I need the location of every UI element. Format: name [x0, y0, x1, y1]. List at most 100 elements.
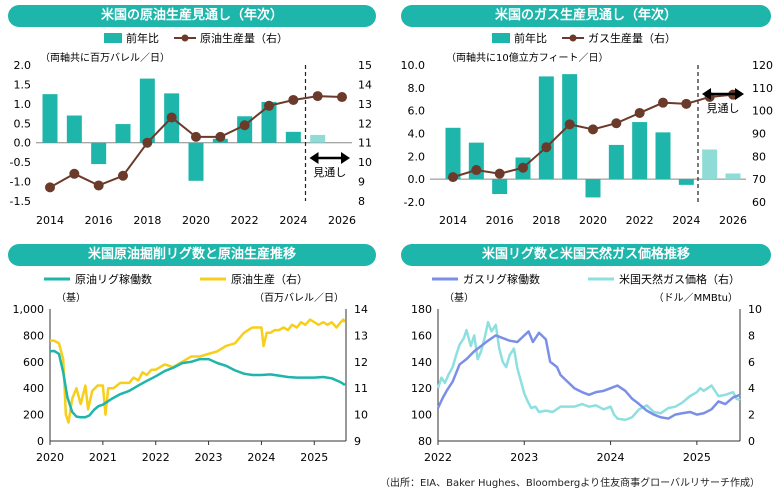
left-axis-tick-label: 6.0	[408, 105, 426, 118]
production-line	[452, 93, 734, 179]
production-point	[518, 162, 528, 173]
left-axis-tick-label: 0.0	[408, 173, 426, 186]
production-point	[93, 180, 104, 191]
right-axis-tick-label: 100	[752, 105, 773, 118]
series-line	[436, 320, 741, 422]
left-axis-tick-label: 0	[37, 435, 44, 448]
unit-note: （両軸共に10億立方フィート／日）	[446, 51, 609, 64]
x-axis-tick-label: 2025	[300, 451, 328, 464]
x-axis-tick-label: 2026	[719, 214, 747, 227]
legend-label-series-2: 米国天然ガス価格（右）	[619, 272, 740, 286]
right-axis-tick-label: 8	[358, 195, 365, 208]
oil-rigs-chart: 原油リグ稼働数 原油生産（右） （基） （百万バレル／日） 0 200 400 600 800 1…	[13, 272, 369, 464]
left-axis-tick-label: 100	[411, 409, 432, 422]
left-unit-label: （基）	[444, 291, 474, 304]
right-axis-tick-label: 10	[354, 409, 368, 422]
yoy-bar	[538, 76, 554, 180]
x-axis-tick-label: 2025	[683, 451, 711, 464]
right-axis-tick-label: 11	[358, 137, 372, 150]
right-axis-tick-label: 10	[358, 156, 372, 169]
yoy-bar	[66, 115, 82, 143]
gas-prod-title: 米国のガス生産見通し（年次）	[401, 5, 771, 27]
left-axis-tick-label: -1.5	[10, 195, 31, 208]
production-point	[45, 182, 55, 193]
left-axis-tick-label: 80	[418, 435, 432, 448]
unit-note: （両軸共に百万バレル／日）	[40, 51, 170, 64]
production-point	[634, 107, 645, 118]
left-unit-label: （基）	[56, 291, 86, 304]
legend-label-series-2: 原油生産（右）	[231, 272, 308, 286]
right-axis-tick-label: 120	[752, 59, 773, 72]
x-axis-tick-label: 2020	[36, 451, 64, 464]
left-axis-tick-label: -0.5	[10, 156, 31, 169]
yoy-bar	[492, 179, 508, 195]
production-point	[264, 100, 274, 111]
x-axis-tick-label: 2022	[626, 214, 654, 227]
x-axis-tick-label: 2022	[231, 214, 259, 227]
left-axis-tick-label: 1.0	[14, 98, 32, 111]
right-axis-tick-label: 0	[748, 435, 755, 448]
forecast-label: 見通し	[313, 166, 346, 179]
forecast-arrow-head-right	[341, 152, 350, 164]
legend-label-production: 原油生産量（右）	[200, 31, 288, 45]
yoy-bar	[608, 144, 624, 180]
forecast-arrow-head-left	[309, 152, 319, 164]
x-axis-tick-label: 2022	[142, 451, 170, 464]
left-axis-tick-label: 160	[411, 329, 432, 342]
production-point	[288, 94, 299, 105]
x-axis-tick-label: 2014	[36, 214, 64, 227]
left-axis-tick-label: 120	[411, 382, 432, 395]
left-axis-tick-label: -2.0	[404, 196, 425, 209]
x-axis-tick-label: 2023	[510, 451, 538, 464]
production-point	[118, 170, 128, 181]
series-line	[50, 318, 347, 424]
yoy-bar	[632, 122, 648, 180]
production-point	[541, 142, 552, 153]
left-axis-tick-label: 4.0	[408, 128, 426, 141]
production-point	[166, 112, 177, 123]
legend-label-series-1: ガスリグ稼働数	[463, 272, 540, 286]
x-axis-tick-label: 2024	[279, 214, 307, 227]
x-axis-tick-label: 2024	[672, 214, 700, 227]
right-axis-tick-label: 2	[748, 409, 755, 422]
legend-swatch-yoy	[104, 33, 122, 43]
oil-rigs-title: 米国原油掘削リグ数と原油生産推移	[8, 244, 376, 266]
right-axis-tick-label: 8	[748, 329, 755, 342]
production-point	[69, 168, 80, 179]
legend-swatch-yoy	[492, 33, 510, 43]
x-axis-tick-label: 2018	[133, 214, 161, 227]
yoy-bar	[91, 142, 107, 165]
production-point	[681, 98, 692, 109]
legend-label-production: ガス生産量（右）	[588, 31, 676, 45]
left-axis-tick-label: 10.0	[401, 59, 426, 72]
right-axis-tick-label: 70	[752, 173, 766, 186]
left-axis-tick-label: 8.0	[408, 82, 426, 95]
yoy-bar	[139, 78, 155, 143]
forecast-arrow-head-left	[702, 88, 711, 100]
left-axis-tick-label: 0.0	[14, 137, 32, 150]
yoy-bar	[115, 124, 131, 143]
production-point	[494, 168, 505, 179]
right-axis-tick-label: 60	[752, 196, 766, 209]
yoy-bar	[261, 101, 277, 143]
gas-rigs-chart: ガスリグ稼働数 米国天然ガス価格（右）（基） （ドル／MMBtu）801001201…	[411, 272, 762, 464]
x-axis-tick-label: 2021	[89, 451, 117, 464]
x-axis-tick-label: 2022	[424, 451, 452, 464]
right-axis-tick-label: 13	[354, 329, 368, 342]
yoy-bar	[702, 149, 718, 180]
right-axis-tick-label: 9	[354, 435, 361, 448]
production-point	[658, 97, 668, 108]
series-line	[49, 349, 346, 419]
production-point	[611, 118, 622, 129]
production-point	[191, 131, 201, 142]
yoy-bar	[678, 179, 694, 185]
left-axis-tick-label: 180	[411, 303, 432, 316]
x-axis-tick-label: 2014	[439, 214, 467, 227]
production-point	[215, 131, 226, 142]
production-point	[142, 137, 153, 148]
legend-label-yoy: 前年比	[126, 31, 159, 45]
x-axis-tick-label: 2020	[182, 214, 210, 227]
right-axis-tick-label: 12	[354, 356, 368, 369]
production-point	[564, 119, 575, 130]
x-axis-tick-label: 2026	[328, 214, 356, 227]
